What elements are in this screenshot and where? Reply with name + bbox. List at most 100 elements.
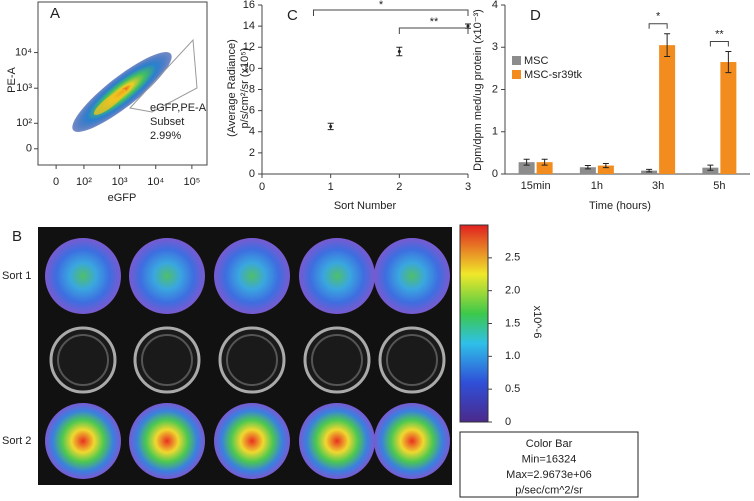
- panel-letter: D: [530, 7, 541, 24]
- info-line: Min=16324: [522, 453, 577, 465]
- significance-label: *: [379, 0, 384, 11]
- bar: [536, 162, 553, 174]
- empty-well-inner: [141, 334, 193, 386]
- low-signal-well: [45, 238, 121, 314]
- significance-bracket: [709, 40, 729, 47]
- y-tick-label: 10⁴: [15, 46, 32, 58]
- y-tick-label: 4: [249, 126, 255, 138]
- colorbar-tick-label: 1.0: [505, 350, 520, 362]
- error-bar: [584, 165, 591, 170]
- empty-well: [218, 326, 286, 394]
- x-tick-label: 1h: [591, 180, 603, 192]
- y-tick-label: 3: [492, 41, 498, 53]
- info-box: [459, 431, 639, 498]
- bar: [597, 165, 614, 174]
- x-tick-label: 15min: [521, 180, 551, 192]
- x-tick-label: 10⁵: [183, 176, 200, 188]
- bar: [720, 62, 737, 174]
- high-signal-well: [299, 403, 375, 479]
- row-label: Sort 1: [2, 270, 31, 282]
- x-tick-label: 0: [53, 176, 59, 188]
- y-tick-label: 6: [249, 105, 255, 117]
- y-axis-label: (Average Radiance): [226, 39, 238, 137]
- x-tick-label: 3: [465, 181, 471, 193]
- high-signal-well: [214, 403, 290, 479]
- error-bar: [725, 50, 732, 74]
- y-tick-label: 12: [243, 41, 255, 53]
- data-point: [329, 124, 333, 128]
- bar: [659, 45, 676, 175]
- significance-bracket: [398, 27, 469, 34]
- significance-label: **: [715, 28, 724, 40]
- plot-frame: [37, 1, 208, 166]
- panel-letter: B: [12, 228, 22, 245]
- low-signal-well: [214, 238, 290, 314]
- colorbar-label: x10^-6: [531, 306, 543, 339]
- gate-label: 2.99%: [150, 130, 181, 142]
- significance-label: *: [656, 11, 661, 23]
- info-line: Color Bar: [526, 438, 573, 450]
- colorbar-tick-label: 2.0: [505, 285, 520, 297]
- low-signal-well: [374, 238, 450, 314]
- x-axis-label: Sort Number: [334, 200, 397, 212]
- y-tick-label: 0: [26, 143, 32, 155]
- gate-label: eGFP,PE-A: [150, 102, 207, 114]
- y-axis-label: Dpm/dpm med/ug protein (x10⁻³): [472, 9, 484, 171]
- y-tick-label: 14: [243, 20, 255, 32]
- axes: [261, 5, 468, 175]
- data-point: [466, 24, 470, 28]
- x-tick-label: 10⁴: [147, 176, 164, 188]
- empty-well-inner: [311, 334, 363, 386]
- gate-label: Subset: [150, 116, 184, 128]
- colorbar-tick-label: 0.5: [505, 383, 520, 395]
- y-tick-label: 10³: [16, 82, 32, 94]
- legend-label: MSC: [524, 55, 549, 67]
- x-tick-label: 5h: [713, 180, 725, 192]
- error-bar: [664, 33, 671, 58]
- y-tick-label: 0: [249, 168, 255, 180]
- row-label: Sort 2: [2, 435, 31, 447]
- legend-swatch: [512, 70, 521, 79]
- bar: [702, 167, 719, 174]
- significance-bracket: [648, 23, 668, 29]
- y-tick-label: 16: [243, 0, 255, 11]
- empty-well: [133, 326, 201, 394]
- x-axis-label: eGFP: [108, 192, 137, 204]
- y-tick-label: 2: [249, 147, 255, 159]
- high-signal-well: [45, 403, 121, 479]
- y-tick-label: 1: [492, 126, 498, 138]
- bar: [579, 167, 596, 174]
- info-line: Max=2.9673e+06: [506, 469, 592, 481]
- bar: [518, 162, 535, 174]
- empty-well-inner: [57, 334, 109, 386]
- gate: [129, 38, 198, 113]
- x-axis-label: Time (hours): [589, 200, 651, 212]
- panel-letter: A: [50, 5, 60, 22]
- y-tick-label: 8: [249, 83, 255, 95]
- legend-label: MSC-sr39tk: [524, 69, 583, 81]
- low-signal-well: [299, 238, 375, 314]
- significance-label: **: [430, 16, 439, 28]
- info-line: p/sec/cm^2/sr: [515, 484, 583, 496]
- x-tick-label: 2: [396, 181, 402, 193]
- y-tick-label: 10²: [16, 117, 32, 129]
- event-core: [93, 89, 127, 115]
- colorbar-tick-label: 2.5: [505, 252, 520, 264]
- empty-well-inner: [226, 334, 278, 386]
- y-tick-label: 10: [243, 62, 255, 74]
- x-tick-label: 0: [259, 181, 265, 193]
- empty-well-inner: [386, 334, 438, 386]
- high-signal-well: [374, 403, 450, 479]
- x-tick-label: 1: [328, 181, 334, 193]
- y-tick-label: 4: [492, 0, 498, 11]
- error-bar: [707, 164, 714, 171]
- panel-letter: C: [287, 7, 298, 24]
- error-bar: [541, 158, 548, 166]
- data-point: [397, 49, 401, 53]
- x-tick-label: 10³: [112, 176, 128, 188]
- error-bar: [646, 168, 653, 173]
- y-axis-label: PE-A: [6, 67, 18, 93]
- colorbar-tick-label: 1.5: [505, 317, 520, 329]
